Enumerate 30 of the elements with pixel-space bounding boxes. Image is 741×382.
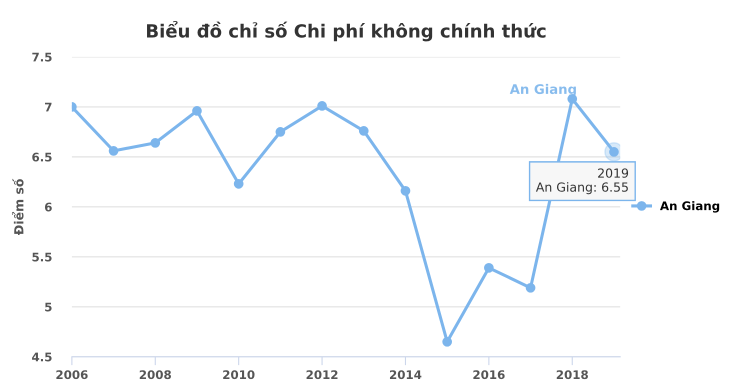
text: An Giang [510,84,576,97]
y-tick-label: 5.5 [32,252,52,262]
y-tick-label: 6.5 [32,152,52,162]
point [526,282,536,293]
point [234,179,244,189]
y-tick-label: 7 [45,102,52,112]
point [276,127,286,137]
x-tick-label: 2016 [473,370,505,380]
annotation: 2019 An Giang: 6.55 [536,168,628,194]
x-tick-label: 2006 [56,370,88,380]
point [108,146,118,156]
point [442,336,452,347]
y-axis-title: Điểm số [12,178,24,235]
x-tick-label: 2018 [556,370,588,380]
y-tick-label: 6 [44,202,52,212]
chart-title: Biểu đồ chỉ số Chi phí không chính thức [147,20,546,42]
legend-label: An Giang [660,201,720,213]
y-tick-label: 5 [45,302,52,312]
x-tick-label: 2012 [306,370,338,380]
x-tick-label: 2010 [223,370,255,380]
point [358,126,369,136]
x-tick-label: 2014 [390,370,422,380]
point [317,101,327,111]
x-tick-label: 2008 [140,370,171,380]
point [192,106,202,116]
point [150,138,160,148]
point [400,186,410,196]
y-tick-label: 7.5 [32,52,52,62]
y-tick-label: 4.5 [32,352,52,362]
point [484,262,494,273]
